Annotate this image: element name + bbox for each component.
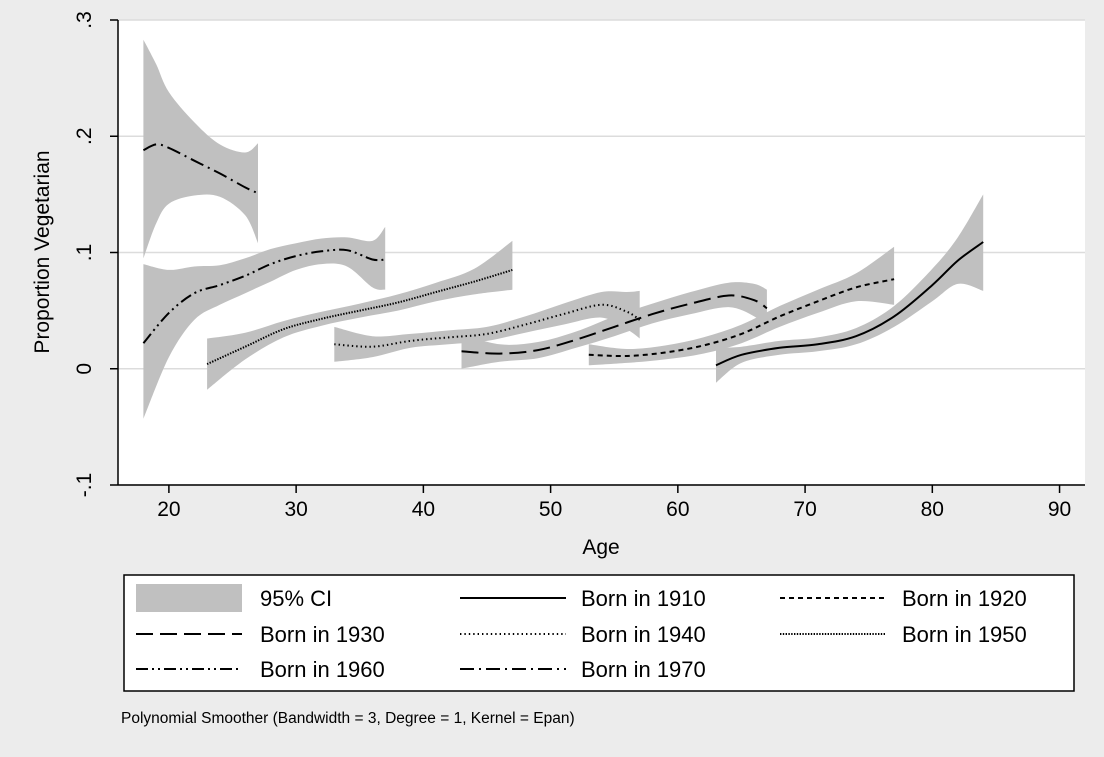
legend-label-born-in-1950: Born in 1950 xyxy=(902,622,1027,647)
ci-band-born-in-1970 xyxy=(143,39,258,259)
y-axis-label: Proportion Vegetarian xyxy=(31,150,54,353)
series-line-born-in-1940 xyxy=(334,303,641,348)
axes: -.1 0 .1 .2 .3 20 30 40 50 60 70 80 90 xyxy=(73,11,1085,521)
series-line-born-in-1970 xyxy=(142,143,259,195)
legend-swatch-95-ci xyxy=(136,584,242,612)
x-tick-label: 20 xyxy=(157,498,180,521)
ci-band-born-in-1950 xyxy=(207,240,513,390)
series-line-born-in-1930 xyxy=(461,294,768,355)
series-lines xyxy=(142,143,984,367)
figure-note: Polynomial Smoother (Bandwidth = 3, Degr… xyxy=(121,710,575,727)
x-tick-label: 40 xyxy=(412,498,435,521)
y-tick-label: .2 xyxy=(73,127,96,145)
series-line-born-in-1960 xyxy=(142,248,386,344)
x-tick-label: 50 xyxy=(539,498,562,521)
legend-label-born-in-1920: Born in 1920 xyxy=(902,586,1027,611)
y-tick-label: -.1 xyxy=(73,473,96,498)
series-line-born-in-1910 xyxy=(715,241,984,367)
x-tick-label: 70 xyxy=(793,498,816,521)
ci-bands xyxy=(143,39,984,419)
ci-band-born-in-1940 xyxy=(334,290,640,362)
y-tick-label: .3 xyxy=(73,11,96,29)
legend-label-95-ci: 95% CI xyxy=(260,586,332,611)
series-line-born-in-1950 xyxy=(206,268,513,366)
legend-label-born-in-1960: Born in 1960 xyxy=(260,657,385,682)
x-tick-label: 60 xyxy=(666,498,689,521)
ci-band-born-in-1960 xyxy=(143,226,386,419)
series-line-born-in-1920 xyxy=(588,278,895,358)
x-tick-label: 30 xyxy=(284,498,307,521)
legend-label-born-in-1970: Born in 1970 xyxy=(581,657,706,682)
ci-band-born-in-1930 xyxy=(461,282,767,369)
legend-label-born-in-1930: Born in 1930 xyxy=(260,622,385,647)
y-tick-label: 0 xyxy=(73,363,96,375)
legend-label-born-in-1940: Born in 1940 xyxy=(581,622,706,647)
ci-band-born-in-1920 xyxy=(588,246,895,366)
legend-box xyxy=(123,574,1075,692)
legend-label-born-in-1910: Born in 1910 xyxy=(581,586,706,611)
legend: 95% CI Born in 1910 Born in 1920 Born in 19… xyxy=(136,584,1027,682)
x-tick-label: 80 xyxy=(921,498,944,521)
x-tick-label: 90 xyxy=(1048,498,1071,521)
y-tick-label: .1 xyxy=(73,244,96,262)
x-axis-label: Age xyxy=(582,536,619,559)
